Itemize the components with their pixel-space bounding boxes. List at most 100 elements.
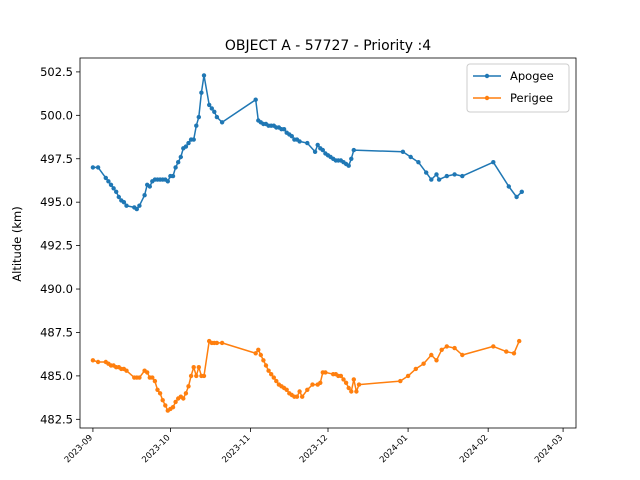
apogee-point (312, 149, 318, 154)
apogee-point (103, 175, 109, 181)
perigee-point (95, 359, 101, 365)
apogee-point (95, 165, 101, 170)
perigee-point (511, 351, 517, 356)
apogee-point (351, 147, 356, 153)
perigee-point (341, 377, 346, 382)
apogee-point (186, 140, 191, 146)
apogee-point (429, 177, 434, 182)
y-axis-ticks: 482.5 485.0 487.5 490.0 492.5 495.0 497.5 500.0… (40, 65, 80, 426)
apogee-point (519, 189, 524, 194)
y-tick-label: 487.5 (40, 325, 73, 339)
perigee-point (413, 366, 418, 372)
apogee-point (253, 97, 258, 102)
perigee-point (305, 387, 310, 392)
perigee-point (274, 378, 279, 384)
apogee-point (134, 206, 139, 212)
perigee-point (137, 375, 142, 380)
apogee-point (214, 114, 220, 120)
y-tick-label: 492.5 (40, 239, 73, 253)
perigee-point (294, 394, 300, 399)
perigee-point (284, 387, 289, 392)
perigee-point (173, 399, 178, 405)
perigee-point (150, 375, 155, 380)
perigee-point (338, 373, 344, 379)
plot-area (90, 73, 524, 413)
apogee-point (106, 179, 111, 184)
y-tick-label: 485.0 (40, 369, 73, 383)
apogee-point (207, 102, 212, 108)
perigee-point (517, 338, 522, 344)
perigee-point (157, 391, 163, 396)
perigee-point (269, 372, 274, 377)
apogee-point (514, 194, 519, 200)
apogee-point (346, 163, 351, 168)
apogee-point (196, 114, 201, 120)
apogee-point (434, 172, 439, 177)
perigee-point (271, 375, 276, 380)
perigee-point (191, 365, 196, 370)
perigee-point (351, 377, 356, 382)
perigee-point (421, 361, 426, 366)
y-tick-label: 497.5 (40, 152, 73, 166)
apogee-point (142, 193, 147, 198)
y-tick-label: 495.0 (40, 195, 73, 209)
perigee-point (188, 373, 194, 379)
apogee-point (491, 160, 496, 165)
apogee-point (201, 73, 207, 78)
legend-perigee-label: Perigee (510, 91, 553, 105)
apogee-point (289, 134, 294, 139)
perigee-point (310, 382, 315, 387)
apogee-point (194, 123, 199, 128)
perigee-point (183, 391, 189, 396)
apogee-point (165, 179, 170, 184)
perigee-point (253, 351, 258, 356)
perigee-point (504, 349, 509, 354)
y-tick-label: 500.0 (40, 108, 73, 122)
plot-frame (79, 57, 577, 429)
perigee-point (155, 387, 160, 392)
apogee-point (281, 127, 287, 132)
perigee-point (181, 396, 186, 401)
perigee-point (163, 403, 168, 408)
y-tick-label: 502.5 (40, 65, 73, 79)
series-perigee (90, 338, 522, 413)
perigee-point (186, 384, 191, 389)
perigee-point (398, 378, 403, 384)
apogee-point (116, 194, 122, 200)
apogee-point (147, 184, 152, 189)
perigee-point (214, 340, 220, 346)
apogee-point (506, 184, 511, 189)
perigee-point (439, 347, 444, 352)
y-tick-label: 482.5 (40, 412, 73, 426)
perigee-point (194, 373, 199, 379)
perigee-point (349, 389, 354, 394)
perigee-point (124, 368, 129, 373)
perigee-point (261, 358, 266, 363)
apogee-point (90, 165, 96, 170)
chart-title: OBJECT A - 57727 - Priority :4 (225, 38, 431, 54)
perigee-point (196, 365, 201, 370)
apogee-point (416, 160, 421, 165)
perigee-point (318, 380, 323, 385)
legend-perigee-marker (484, 95, 490, 101)
apogee-point (219, 120, 225, 125)
perigee-point (429, 352, 434, 358)
perigee-point (460, 352, 465, 358)
perigee-point (491, 344, 496, 349)
legend-apogee-marker (484, 73, 490, 79)
apogee-point (121, 200, 127, 205)
apogee-point (108, 182, 114, 187)
apogee-point (400, 149, 406, 154)
apogee-point (199, 90, 204, 95)
perigee-point (152, 378, 158, 384)
perigee-point (219, 340, 225, 346)
perigee-point (170, 405, 176, 410)
perigee-point (444, 344, 449, 349)
apogee-point (452, 172, 457, 177)
perigee-point (263, 363, 269, 368)
apogee-point (320, 147, 325, 153)
apogee-point (124, 203, 129, 208)
y-tick-label: 490.0 (40, 282, 73, 296)
apogee-point (408, 154, 413, 160)
